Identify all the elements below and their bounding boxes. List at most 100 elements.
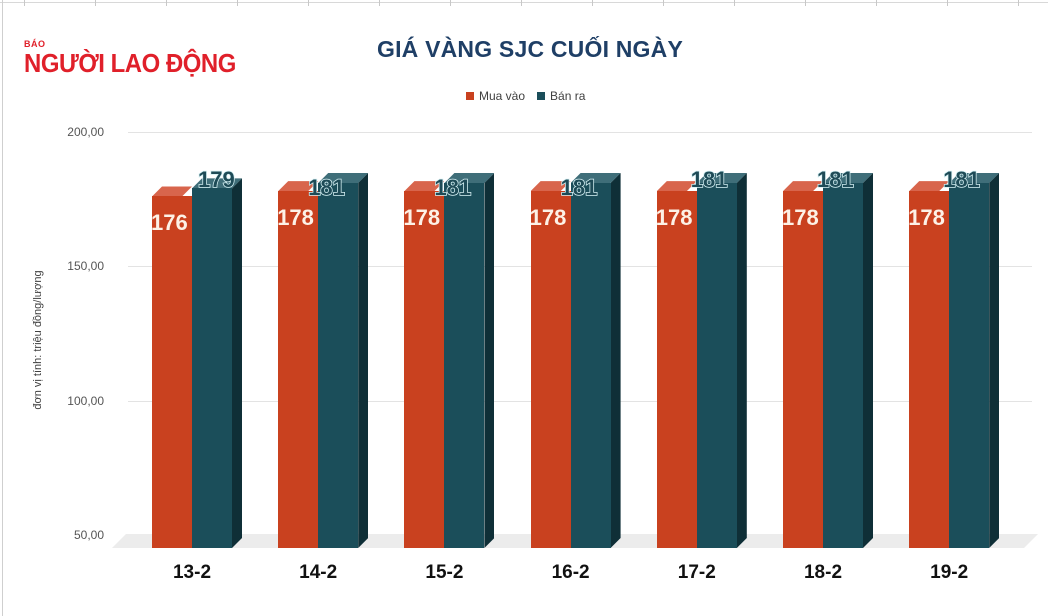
bar-sell bbox=[444, 183, 484, 548]
bar-front-face bbox=[444, 183, 485, 548]
spreadsheet-gridline-left bbox=[0, 0, 3, 616]
bar-buy bbox=[909, 191, 950, 548]
y-tick-label: 100,00 bbox=[67, 394, 104, 408]
y-tick-label: 50,00 bbox=[73, 528, 104, 542]
bar-sell bbox=[192, 188, 232, 548]
bar-sell bbox=[570, 183, 611, 548]
bar-side-face bbox=[737, 173, 747, 548]
legend-item-sell: Bán ra bbox=[537, 89, 585, 103]
bar-sell bbox=[318, 183, 358, 548]
spreadsheet-column-tick bbox=[95, 0, 96, 6]
spreadsheet-column-tick bbox=[308, 0, 309, 6]
data-label-sell: 181 bbox=[942, 167, 980, 193]
chart-legend: Mua vào Bán ra bbox=[466, 89, 597, 103]
bar-top-face bbox=[531, 181, 571, 191]
bar-top-face bbox=[657, 181, 697, 191]
bar-top-face bbox=[909, 181, 949, 191]
logo-big-text: NGƯỜI LAO ĐỘNG bbox=[24, 48, 236, 78]
x-tick-label: 19-2 bbox=[930, 562, 969, 583]
publisher-logo: BÁO NGƯỜI LAO ĐỘNG bbox=[24, 39, 254, 78]
bar-top-face bbox=[697, 173, 747, 183]
bar-front-face bbox=[192, 188, 232, 548]
x-tick-label: 15-2 bbox=[425, 562, 464, 583]
spreadsheet-gridline-top bbox=[0, 0, 1048, 3]
spreadsheet-column-tick bbox=[1018, 0, 1019, 6]
data-label-buy: 178 bbox=[908, 205, 945, 231]
data-label-sell: 181 bbox=[434, 175, 472, 201]
bar-side-face bbox=[863, 173, 873, 548]
bar-top-face bbox=[152, 186, 192, 196]
spreadsheet-column-tick bbox=[876, 0, 877, 6]
bar-side-face bbox=[358, 173, 368, 548]
spreadsheet-column-tick bbox=[663, 0, 664, 6]
bar-front-face bbox=[656, 191, 697, 548]
bar-top-face bbox=[192, 178, 242, 188]
bar-front-face bbox=[570, 183, 611, 548]
data-label-sell: 179 bbox=[197, 167, 235, 193]
gridline bbox=[128, 132, 1032, 133]
data-label-sell: 181 bbox=[560, 175, 598, 201]
spreadsheet-column-tick bbox=[521, 0, 522, 6]
legend-label-buy: Mua vào bbox=[479, 89, 526, 103]
bar-top-face bbox=[318, 173, 368, 183]
bar-front-face bbox=[530, 191, 571, 548]
spreadsheet-column-tick bbox=[379, 0, 380, 6]
x-tick-label: 16-2 bbox=[551, 562, 590, 583]
data-label-buy: 178 bbox=[277, 205, 314, 231]
bar-front-face bbox=[909, 191, 950, 548]
x-tick-label: 17-2 bbox=[677, 562, 716, 583]
y-tick-label: 200,00 bbox=[67, 125, 104, 139]
spreadsheet-column-tick bbox=[237, 0, 238, 6]
bar-top-face bbox=[571, 173, 621, 183]
legend-item-buy: Mua vào bbox=[466, 89, 525, 103]
bar-top-face bbox=[823, 173, 873, 183]
bar-top-face bbox=[949, 173, 999, 183]
bar-buy bbox=[656, 191, 697, 548]
x-tick-label: 18-2 bbox=[803, 562, 843, 583]
bar-side-face bbox=[232, 178, 242, 548]
data-label-buy: 178 bbox=[782, 205, 819, 231]
bar-buy bbox=[278, 191, 319, 548]
bar-sell bbox=[696, 183, 737, 548]
bar-front-face bbox=[318, 183, 359, 548]
bar-sell bbox=[823, 183, 863, 548]
spreadsheet-column-tick bbox=[805, 0, 806, 6]
spreadsheet-column-tick bbox=[592, 0, 593, 6]
legend-swatch-buy bbox=[466, 92, 474, 100]
bar-front-face bbox=[949, 183, 990, 548]
bar-sell bbox=[949, 183, 989, 548]
bar-buy bbox=[530, 191, 571, 548]
bar-top-face bbox=[783, 181, 823, 191]
bar-front-face bbox=[152, 196, 192, 548]
x-tick-label: 14-2 bbox=[299, 562, 338, 583]
legend-label-sell: Bán ra bbox=[550, 89, 586, 103]
spreadsheet-column-tick bbox=[734, 0, 735, 6]
bar-front-face bbox=[696, 183, 737, 548]
y-axis-title: đơn vị tính: triệu đồng/lượng bbox=[32, 270, 44, 410]
bar-top-face bbox=[444, 173, 494, 183]
bar-top-face bbox=[404, 181, 444, 191]
bar-buy bbox=[404, 191, 445, 548]
spreadsheet-column-tick bbox=[947, 0, 948, 6]
legend-swatch-sell bbox=[537, 92, 546, 100]
bar-buy bbox=[152, 196, 192, 548]
data-label-buy: 178 bbox=[529, 205, 567, 231]
chart-title: GIÁ VÀNG SJC CUỐI NGÀY bbox=[377, 36, 683, 62]
bar-front-face bbox=[404, 191, 445, 548]
data-label-sell: 181 bbox=[690, 167, 728, 193]
data-label-sell: 181 bbox=[307, 175, 345, 201]
data-label-buy: 176 bbox=[151, 210, 188, 236]
logo-small-text: BÁO bbox=[24, 39, 46, 49]
spreadsheet-column-tick bbox=[450, 0, 451, 6]
data-label-buy: 178 bbox=[655, 205, 693, 231]
bar-front-face bbox=[823, 183, 863, 548]
spreadsheet-column-tick bbox=[24, 0, 25, 6]
x-tick-label: 13-2 bbox=[172, 562, 212, 583]
bar-side-face bbox=[989, 173, 999, 548]
bar-front-face bbox=[783, 191, 823, 548]
bar-buy bbox=[783, 191, 823, 548]
bar-top-face bbox=[278, 181, 318, 191]
data-label-buy: 178 bbox=[403, 205, 441, 231]
bar-side-face bbox=[484, 173, 494, 548]
spreadsheet-column-tick bbox=[166, 0, 167, 6]
